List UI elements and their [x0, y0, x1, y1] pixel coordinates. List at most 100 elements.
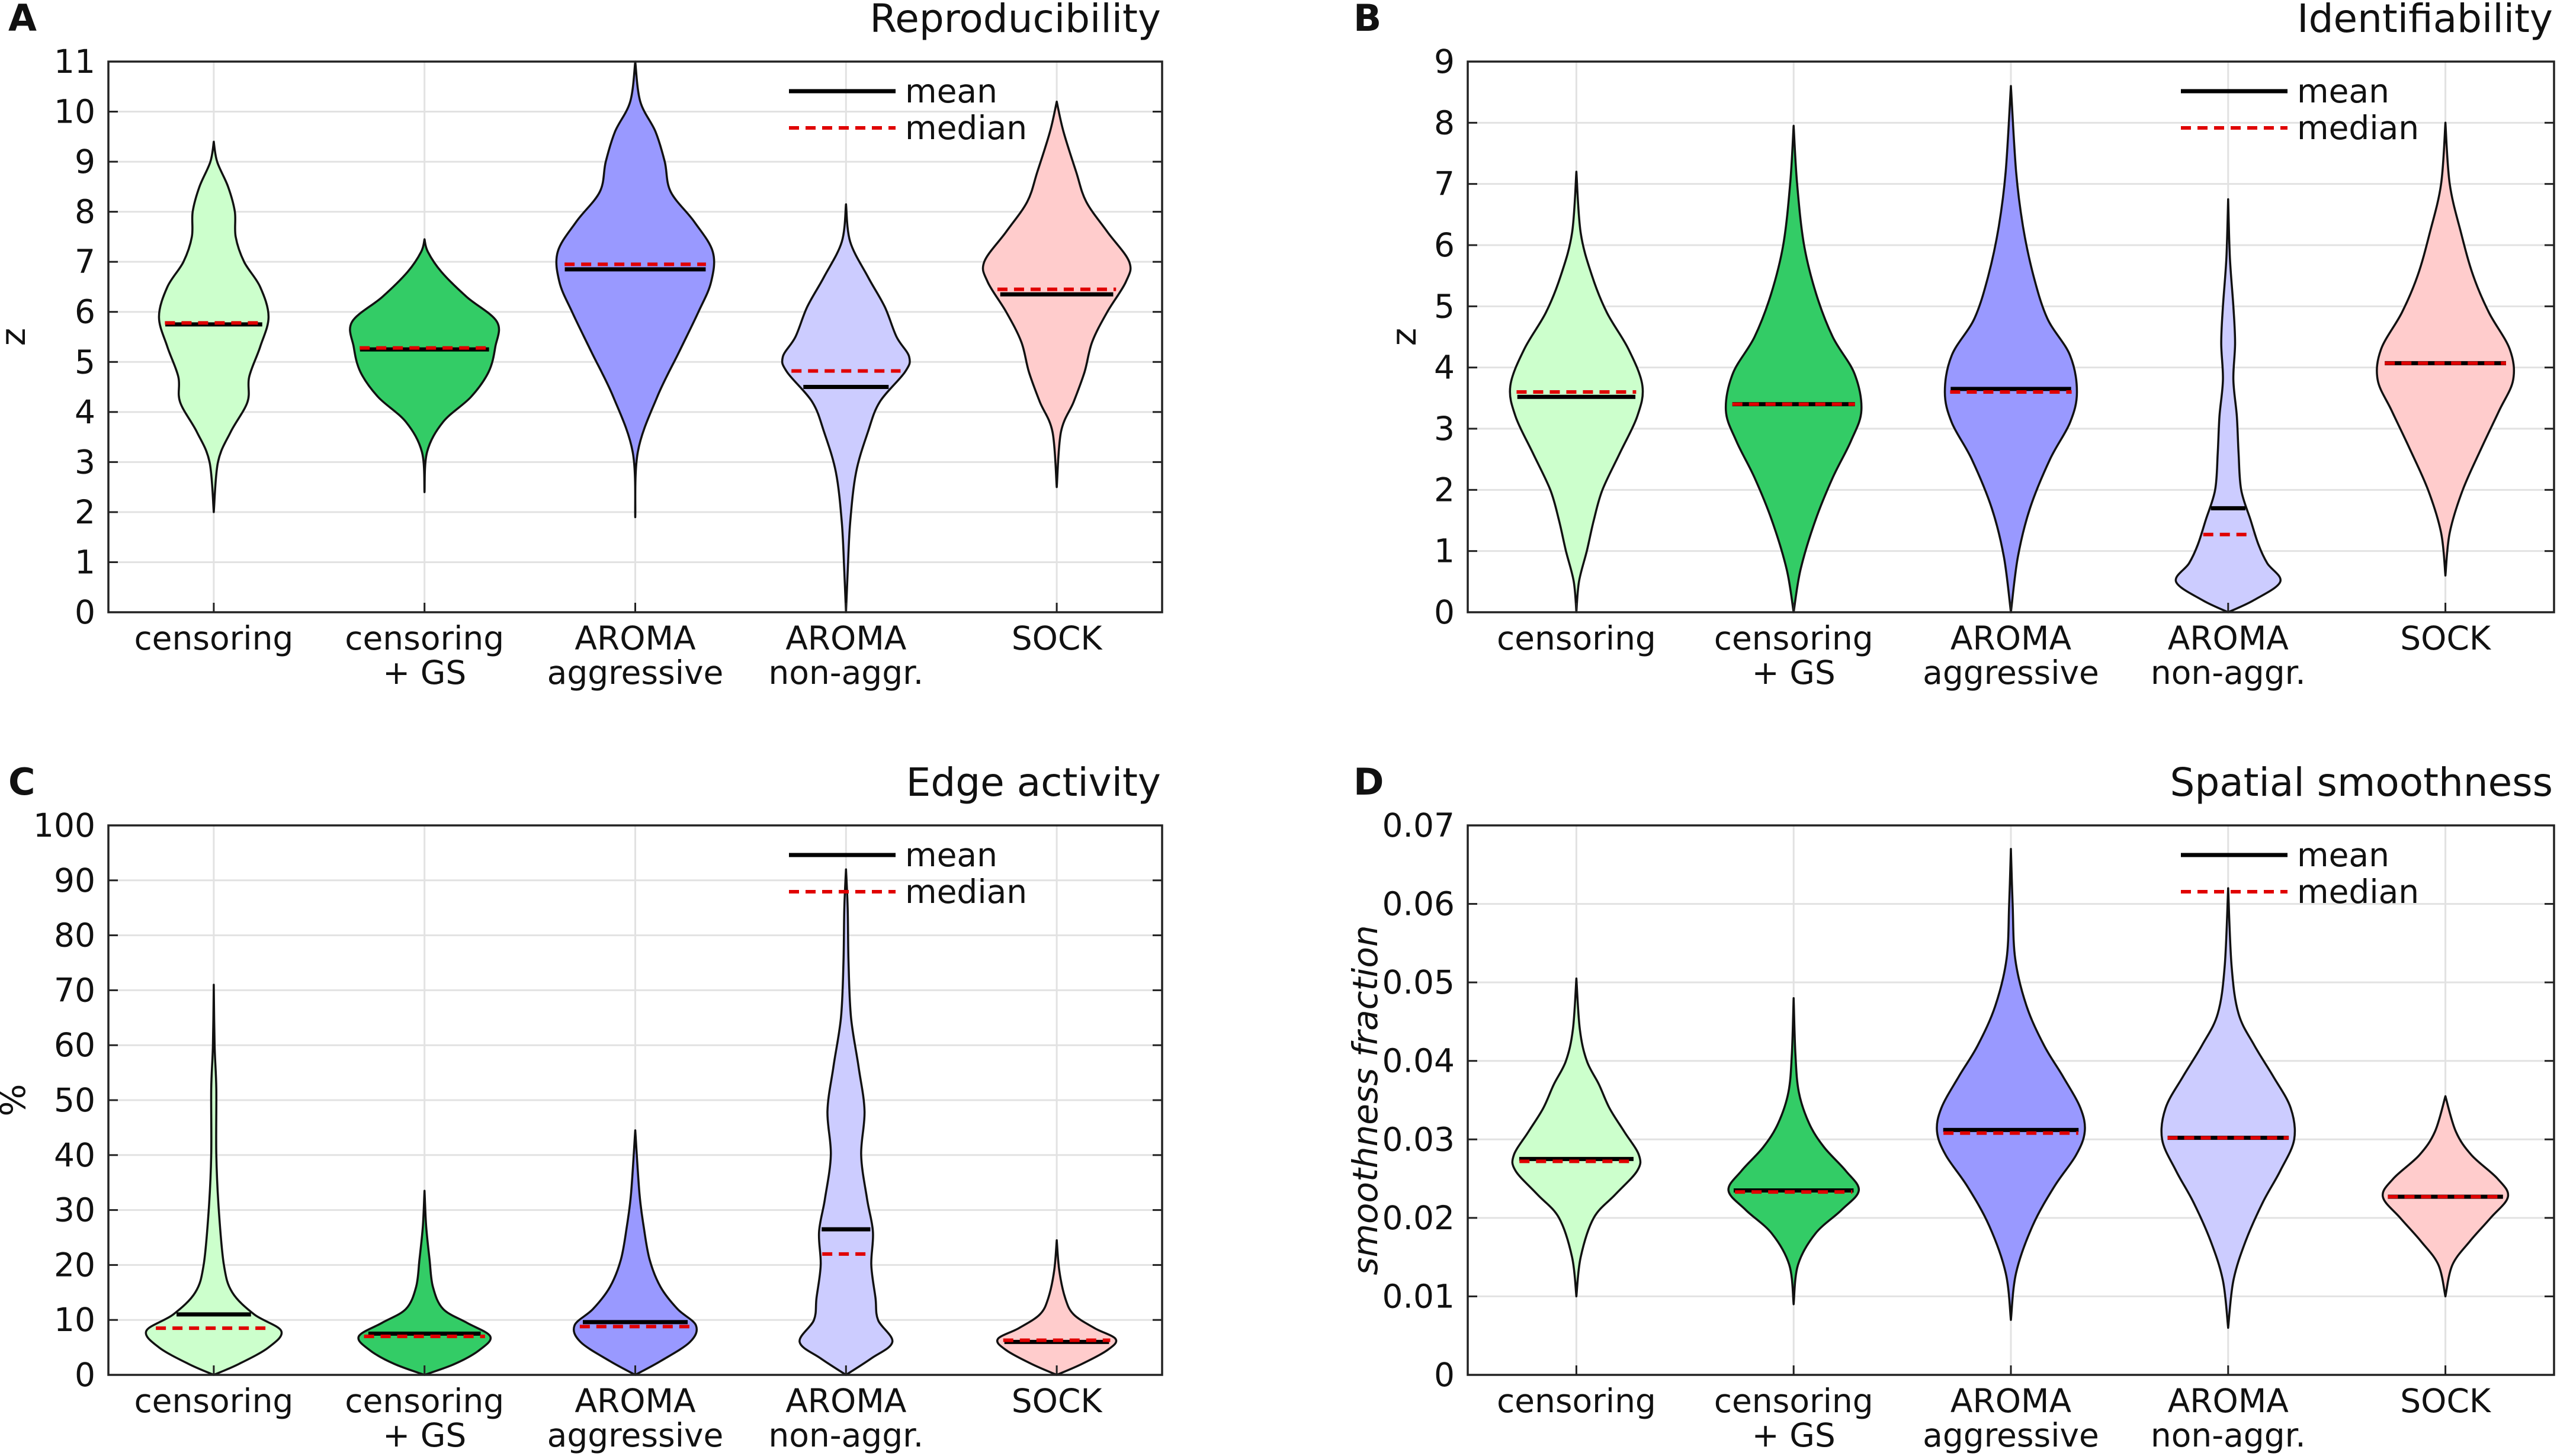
violin-body: [2160, 887, 2296, 1329]
x-tick-label: AROMA: [2168, 619, 2289, 657]
y-tick-label: 5: [75, 343, 95, 381]
x-tick-label: AROMA: [2168, 1382, 2289, 1420]
x-tick-label: AROMA: [785, 619, 907, 657]
y-tick-label: 50: [54, 1081, 95, 1119]
y-tick-label: 30: [54, 1191, 95, 1229]
violin-sock: [981, 100, 1132, 488]
violin-body: [158, 140, 270, 513]
y-tick-label: 0: [1434, 593, 1455, 631]
y-tick-label: 80: [54, 917, 95, 954]
y-tick-label: 3: [1434, 410, 1455, 448]
panel-title: Spatial smoothness: [2170, 760, 2553, 805]
x-tick-label: censoring: [1714, 1382, 1873, 1420]
x-tick-label: AROMA: [1950, 1382, 2072, 1420]
x-tick-label: non-aggr.: [768, 1416, 923, 1454]
violin-censoring: [1509, 171, 1644, 613]
y-tick-label: 0.07: [1382, 806, 1455, 844]
violin-censoring: [1511, 977, 1642, 1298]
x-tick-label: AROMA: [575, 1382, 696, 1420]
panel-title: Reproducibility: [870, 0, 1161, 41]
y-tick-label: 8: [1434, 104, 1455, 142]
y-tick-label: 8: [75, 193, 95, 231]
panel-a: A Reproducibility 0 1 2 3 4 5 6 7 8 9 10 11 censoring c…: [0, 0, 1163, 692]
y-axis-label: z: [0, 328, 33, 346]
y-tick-label: 20: [54, 1246, 95, 1284]
y-tick-label: 9: [1434, 43, 1455, 81]
y-tick-label: 6: [75, 293, 95, 331]
x-tick-label: aggressive: [1923, 1416, 2099, 1454]
y-tick-label: 0: [75, 1356, 95, 1394]
x-tick-label: SOCK: [1012, 619, 1103, 657]
violin-body: [2376, 121, 2516, 577]
y-tick-label: 0.02: [1382, 1199, 1455, 1237]
y-axis-label: z: [1384, 328, 1424, 346]
legend-median-label: median: [2297, 873, 2419, 911]
x-tick-label: censoring: [1497, 619, 1656, 657]
x-tick-label: SOCK: [1012, 1382, 1103, 1420]
violin-sock: [2382, 1095, 2510, 1298]
violin-body: [1936, 848, 2086, 1321]
y-tick-label: 70: [54, 971, 95, 1009]
panel-title: Edge activity: [906, 760, 1161, 805]
violin-censoring-gs: [357, 1190, 492, 1376]
y-tick-label: 7: [75, 243, 95, 281]
y-tick-label: 0.04: [1382, 1042, 1455, 1080]
y-tick-label: 0.01: [1382, 1277, 1455, 1315]
violin-body: [1724, 124, 1863, 613]
y-axis-label: smoothness fraction: [1345, 925, 1385, 1275]
violin-censoring: [145, 983, 283, 1376]
x-tick-label: + GS: [1752, 654, 1836, 692]
x-tick-label: censoring: [1497, 1382, 1656, 1420]
violin-aroma-non-aggr-: [2160, 887, 2296, 1329]
y-tick-label: 4: [75, 393, 95, 431]
y-tick-label: 9: [75, 143, 95, 181]
y-tick-label: 10: [54, 93, 95, 131]
violin-body: [1511, 977, 1642, 1298]
y-tick-label: 0.05: [1382, 963, 1455, 1001]
y-tick-label: 100: [33, 806, 95, 844]
violin-body: [555, 60, 716, 519]
y-tick-label: 11: [54, 43, 95, 81]
x-tick-label: censoring: [134, 1382, 293, 1420]
x-tick-label: aggressive: [547, 1416, 724, 1454]
violin-body: [781, 203, 911, 613]
panel-b: B Identifiability 0 1 2 3 4 5 6 7 8 9 censoring censo…: [1353, 0, 2555, 692]
panel-title: Identifiability: [2297, 0, 2553, 41]
x-tick-label: censoring: [134, 619, 293, 657]
legend-median-label: median: [905, 873, 1027, 911]
violin-body: [798, 868, 894, 1376]
panel-letter: A: [8, 0, 37, 40]
violin-aroma-non-aggr-: [798, 868, 894, 1376]
y-tick-label: 40: [54, 1136, 95, 1174]
violin-sock: [2376, 121, 2516, 577]
y-tick-label: 7: [1434, 165, 1455, 203]
x-tick-label: censoring: [345, 619, 504, 657]
legend-mean-label: mean: [905, 836, 997, 874]
x-tick-label: SOCK: [2400, 1382, 2492, 1420]
x-tick-label: + GS: [1752, 1416, 1836, 1454]
violin-aroma-non-aggr-: [781, 203, 911, 613]
y-tick-label: 0: [1434, 1356, 1455, 1394]
y-tick-label: 6: [1434, 226, 1455, 264]
x-tick-label: AROMA: [575, 619, 696, 657]
legend-mean-label: mean: [905, 72, 997, 110]
violin-censoring: [158, 140, 270, 513]
x-tick-label: + GS: [383, 1416, 466, 1454]
x-tick-label: + GS: [383, 654, 466, 692]
y-tick-label: 5: [1434, 287, 1455, 325]
panel-letter: D: [1353, 760, 1384, 803]
x-tick-label: censoring: [345, 1382, 504, 1420]
x-tick-label: non-aggr.: [2151, 1416, 2306, 1454]
x-tick-label: non-aggr.: [768, 654, 923, 692]
y-tick-label: 2: [1434, 471, 1455, 509]
violin-body: [145, 983, 283, 1376]
violin-body: [1727, 997, 1860, 1306]
panel-letter: B: [1353, 0, 1381, 40]
panel-d: D Spatial smoothness 0 0.01 0.02 0.03 0.04 0.05…: [1345, 760, 2555, 1454]
legend-median-label: median: [905, 109, 1027, 147]
y-tick-label: 1: [1434, 532, 1455, 570]
violin-body: [1943, 85, 2078, 613]
violin-body: [572, 1129, 698, 1376]
